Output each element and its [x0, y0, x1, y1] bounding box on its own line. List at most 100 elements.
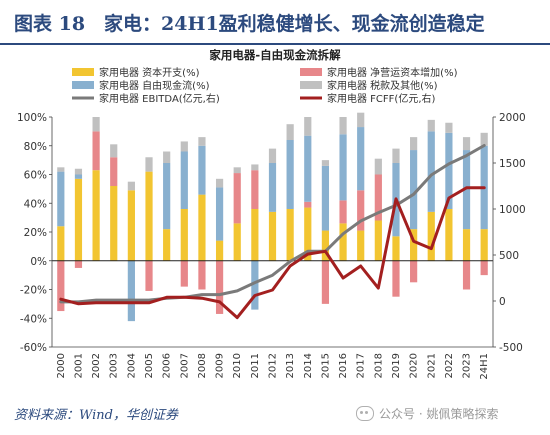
watermark: 公众号 · 姚佩策略探索 — [356, 404, 498, 422]
x-tick-label-2005: 2005 — [144, 353, 155, 378]
left-tick-label: -20% — [20, 285, 47, 297]
x-tick-label-2015: 2015 — [320, 353, 331, 378]
right-tick-label: 1000 — [499, 204, 526, 216]
bar-s2-2015 — [321, 260, 330, 304]
bar-s2-2008 — [198, 260, 206, 290]
bar-s4-2018 — [374, 158, 382, 175]
bar-s4-2017 — [357, 112, 365, 128]
bar-s4-2022 — [445, 122, 453, 133]
x-tick-label-2016: 2016 — [338, 353, 349, 378]
x-tick-label-2011: 2011 — [250, 353, 261, 378]
left-tick-label: 80% — [24, 141, 47, 153]
watermark-text: 公众号 · 姚佩策略探索 — [379, 406, 499, 421]
x-tick-label-2003: 2003 — [109, 353, 120, 378]
left-tick-label: 0% — [30, 256, 47, 268]
source-note: 资料来源：Wind，华创证券 — [14, 408, 178, 423]
bar-s3-2021 — [427, 131, 435, 212]
bar-s3-2004 — [127, 260, 135, 322]
bar-s1-2002 — [92, 170, 100, 261]
chart-title: 家用电器-自由现金流拆解 — [209, 48, 341, 62]
bar-s2-2016 — [339, 200, 347, 224]
header-divider — [0, 43, 550, 45]
x-tick-label-2017: 2017 — [356, 353, 367, 378]
bar-s3-2020 — [410, 150, 418, 230]
bar-s2-2018 — [374, 174, 382, 221]
bar-s4-2016 — [339, 117, 347, 135]
bar-s3-2014 — [304, 135, 312, 202]
bar-s1-2015 — [321, 230, 330, 261]
legend-label-1: 家用电器 资本开支(%) — [99, 66, 200, 79]
bar-s3-2012 — [268, 163, 277, 212]
bar-s3-2009 — [215, 187, 224, 241]
legend-swatch-4 — [300, 81, 322, 89]
bar-s2-2009 — [215, 260, 224, 314]
bar-s4-2001 — [74, 168, 83, 175]
bar-s1-2014 — [304, 207, 312, 261]
bar-s4-2008 — [198, 137, 206, 146]
bar-s1-2016 — [339, 223, 347, 261]
right-tick-label: 2000 — [499, 112, 526, 124]
bar-s2-2017 — [357, 190, 365, 231]
bar-s1-2004 — [127, 190, 135, 261]
x-tick-label-24H1: 24H1 — [479, 353, 490, 380]
x-tick-label-2001: 2001 — [73, 353, 84, 378]
bar-s2-2003 — [110, 157, 118, 186]
line-series-6 — [59, 186, 486, 320]
bar-s1-2007 — [180, 209, 188, 261]
bar-s1-2009 — [215, 240, 224, 261]
bar-s1-2011 — [251, 209, 259, 261]
right-tick-label: 1500 — [499, 158, 526, 170]
legend-label-4: 家用电器 税款及其他(%) — [327, 79, 438, 92]
bar-s1-2019 — [392, 236, 400, 261]
bar-s3-2001 — [74, 174, 83, 179]
left-tick-label: -40% — [20, 313, 47, 325]
bar-s2-2019 — [392, 260, 400, 297]
x-tick-label-2020: 2020 — [409, 353, 420, 378]
bar-s4-2004 — [127, 181, 135, 191]
x-tick-label-2004: 2004 — [126, 353, 137, 378]
bar-s4-2011 — [251, 164, 259, 171]
x-tick-label-2023: 2023 — [462, 353, 473, 378]
bar-s3-2023 — [462, 150, 471, 230]
legend-label-6: 家用电器 FCFF(亿元,右) — [327, 92, 435, 105]
bar-s4-2015 — [321, 160, 330, 166]
bar-s3-2000 — [57, 171, 65, 227]
right-tick-label: -500 — [499, 342, 523, 354]
bar-s4-2006 — [163, 151, 171, 163]
bar-s1-2005 — [145, 171, 153, 261]
bar-s4-2020 — [410, 137, 418, 151]
bar-s1-2021 — [427, 211, 435, 261]
x-tick-label-2018: 2018 — [373, 353, 384, 378]
bar-s1-2017 — [357, 230, 365, 261]
bar-s4-2021 — [427, 119, 435, 132]
bar-s1-2013 — [286, 209, 294, 261]
legend-swatch-1 — [72, 68, 94, 76]
bar-s3-2011 — [251, 260, 259, 310]
figure-title: 图表 18 家电：24H1盈利稳健增长、现金流创造稳定 — [14, 13, 485, 35]
x-tick-label-2012: 2012 — [268, 353, 279, 378]
right-tick-label: 500 — [499, 250, 519, 262]
bar-s1-2023 — [462, 229, 471, 261]
legend-swatch-2 — [300, 68, 322, 76]
bar-s1-2001 — [74, 178, 83, 261]
bar-s4-2000 — [57, 167, 65, 172]
bar-s4-2002 — [92, 117, 100, 132]
bar-s4-2005 — [145, 157, 153, 172]
x-tick-label-2006: 2006 — [162, 353, 173, 378]
bar-s4-2009 — [215, 178, 224, 188]
x-tick-label-2007: 2007 — [179, 353, 190, 378]
x-tick-label-2000: 2000 — [56, 353, 67, 378]
bar-s3-2022 — [445, 132, 453, 209]
left-tick-label: -60% — [20, 342, 47, 354]
bar-s4-2023 — [462, 137, 471, 151]
bar-s4-2019 — [392, 148, 400, 163]
bar-s2-2002 — [92, 131, 100, 171]
x-tick-label-2009: 2009 — [215, 353, 226, 378]
bar-s2-2014 — [304, 201, 312, 208]
left-tick-label: 40% — [24, 198, 47, 210]
bar-s1-2010 — [233, 223, 241, 261]
x-tick-label-2014: 2014 — [303, 353, 314, 378]
bar-s1-2012 — [268, 211, 277, 261]
bar-s2-2010 — [233, 173, 241, 224]
